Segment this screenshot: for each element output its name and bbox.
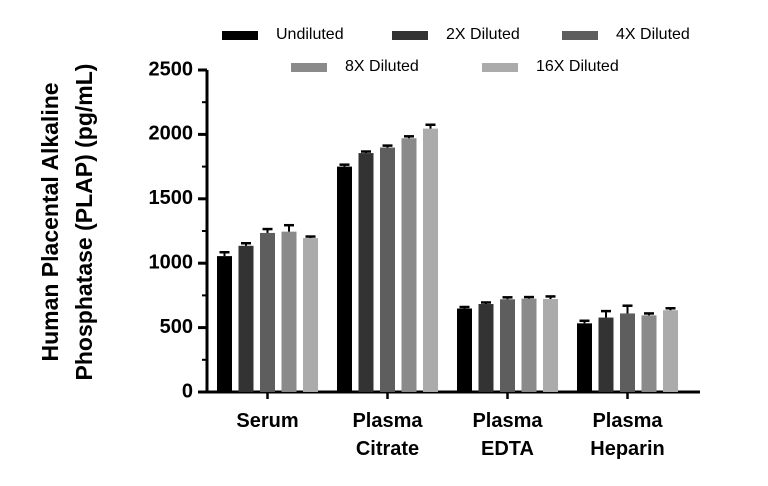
legend-swatch xyxy=(222,31,258,40)
y-tick-label: 500 xyxy=(160,316,193,338)
bar xyxy=(337,166,352,392)
x-tick-label: Plasma xyxy=(352,410,423,432)
bar xyxy=(238,245,254,392)
x-tick-label: Heparin xyxy=(590,438,664,460)
y-axis: 0 500 1000 1500 2000 2500 xyxy=(149,58,209,402)
bar xyxy=(543,299,558,392)
bar xyxy=(457,308,472,392)
legend-label: 2X Diluted xyxy=(446,26,520,43)
legend-label: 16X Diluted xyxy=(536,58,619,75)
bar xyxy=(500,299,515,392)
bar xyxy=(521,298,537,392)
x-tick-label: Citrate xyxy=(356,438,419,460)
bar xyxy=(620,313,635,392)
x-tick-label: Plasma xyxy=(472,410,543,432)
bar xyxy=(423,128,438,392)
x-tick-label: EDTA xyxy=(481,438,534,460)
y-axis-title-line: Phosphatase (PLAP) (pg/mL) xyxy=(71,64,97,381)
legend-label: 4X Diluted xyxy=(616,26,690,43)
y-tick-label: 0 xyxy=(182,380,193,402)
bar xyxy=(260,232,275,392)
legend-swatch xyxy=(392,31,428,40)
legend-swatch xyxy=(482,63,518,72)
bar xyxy=(641,315,657,392)
x-tick-label: Serum xyxy=(236,410,298,432)
bar xyxy=(358,153,374,392)
bar xyxy=(281,231,297,392)
bar xyxy=(577,323,592,392)
bar xyxy=(663,310,678,392)
legend: Undiluted 2X Diluted 4X Diluted 8X Diluted 1… xyxy=(222,26,690,75)
y-tick-label: 1000 xyxy=(149,251,194,273)
bar xyxy=(401,138,417,392)
legend-label: 8X Diluted xyxy=(345,58,419,75)
legend-label: Undiluted xyxy=(276,26,344,43)
y-axis-title-line: Human Placental Alkaline xyxy=(37,82,63,361)
y-axis-title: Human Placental Alkaline Phosphatase (PLA… xyxy=(37,64,97,381)
bar xyxy=(380,147,395,392)
legend-swatch xyxy=(562,31,598,40)
x-axis: Serum Plasma Citrate Plasma EDTA Plasma Hepari… xyxy=(205,390,700,460)
bar xyxy=(598,317,614,392)
y-tick-label: 2000 xyxy=(149,123,194,145)
bar xyxy=(217,256,232,392)
x-tick-label: Plasma xyxy=(592,410,663,432)
bars xyxy=(217,123,678,392)
legend-swatch xyxy=(291,63,327,72)
y-tick-label: 2500 xyxy=(149,58,194,80)
y-tick-label: 1500 xyxy=(149,187,194,209)
bar xyxy=(478,304,494,392)
bar xyxy=(303,238,318,392)
